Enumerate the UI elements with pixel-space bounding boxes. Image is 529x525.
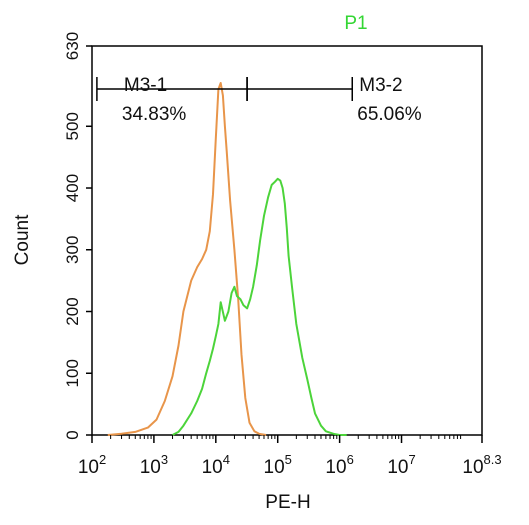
histogram-curves [107,82,347,436]
x-tick-label: 106 [325,452,353,478]
x-tick-label: 104 [202,452,230,478]
x-tick-label: 102 [78,452,106,478]
series-2-line [172,177,347,436]
x-tick-label: 108.3 [462,452,501,478]
y-tick-label: 200 [63,297,82,325]
gate-1-percent: 34.83% [122,104,187,125]
y-tick-label: 630 [63,32,82,60]
x-axis: 102 103 104 105 106 107 108.3 [78,435,502,478]
plot-frame [91,45,483,436]
y-tick-label: 400 [63,174,82,202]
x-tick-label: 103 [140,452,168,478]
y-tick-label: 100 [63,359,82,387]
y-axis-label: Count [12,214,33,265]
y-tick-label: 300 [63,236,82,264]
x-tick-label: 105 [264,452,292,478]
gate-2-label: M3-2 [359,75,402,96]
y-tick-label: 500 [63,112,82,140]
x-tick-label: 107 [387,452,415,478]
chart-title: P1 [344,13,367,34]
series-1-line [107,82,267,436]
gate-markers: M3-1 34.83% M3-2 65.06% [96,75,422,125]
y-tick-label: 0 [63,430,82,439]
gate-2-percent: 65.06% [357,104,422,125]
x-axis-label: PE-H [265,492,310,513]
gate-1-label: M3-1 [124,75,167,96]
y-axis: 0 100 200 300 400 500 630 [63,32,92,440]
